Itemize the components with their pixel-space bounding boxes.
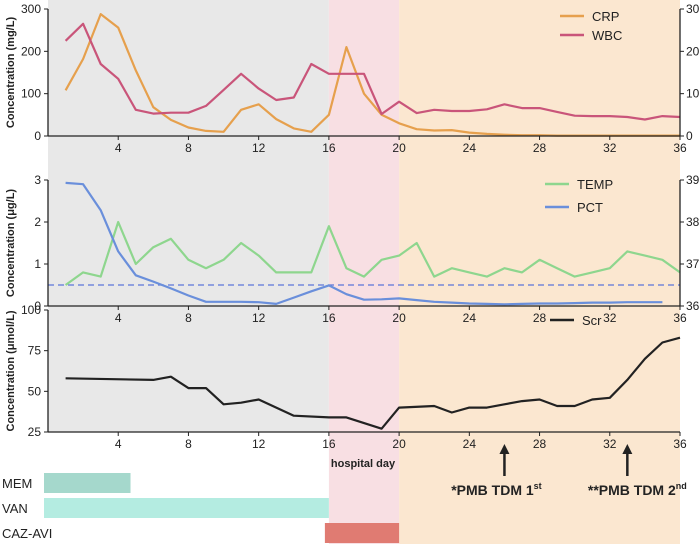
y-tick-label: 3 — [34, 173, 41, 187]
legend-label-wbc: WBC — [592, 28, 622, 43]
x-tick-label: 16 — [322, 437, 336, 451]
y-axis-title: Concentration (mg/L) — [5, 17, 17, 129]
y-tick-label: 1 — [34, 257, 41, 271]
legend-label-crp: CRP — [592, 9, 619, 24]
drug-bar-caz-avi — [324, 523, 400, 543]
y-tick-label: 300 — [21, 2, 41, 16]
drug-bar-mem — [44, 473, 131, 493]
x-tick-label: 28 — [533, 141, 547, 155]
x-tick-label: 16 — [322, 141, 336, 155]
series-line-pct — [65, 181, 663, 306]
y-tick-label: 0 — [34, 299, 41, 313]
x-tick-label: 32 — [603, 437, 617, 451]
x-tick-label: 20 — [392, 311, 406, 325]
annotation-superscript: nd — [676, 481, 687, 491]
x-axis-label: hospital day — [331, 458, 396, 470]
x-tick-label: 32 — [603, 311, 617, 325]
x-tick-label: 28 — [533, 311, 547, 325]
x-tick-label: 36 — [673, 311, 687, 325]
x-tick-label: 8 — [185, 437, 192, 451]
x-tick-label: 36 — [673, 437, 687, 451]
y-axis-title: Concentration (μmol/L) — [5, 310, 17, 431]
x-tick-label: 20 — [392, 437, 406, 451]
y-tick-label: 0 — [34, 129, 41, 143]
x-tick-label: 24 — [463, 311, 477, 325]
annotation-arrow-head — [622, 444, 633, 454]
annotation-label: *PMB TDM 1st — [451, 481, 541, 498]
y2-tick-label: 38 — [686, 215, 700, 229]
tdm-annotations: *PMB TDM 1st **PMB TDM 2nd — [451, 444, 687, 498]
x-tick-label: 8 — [185, 311, 192, 325]
x-tick-label: 32 — [603, 141, 617, 155]
series-line-scr — [65, 336, 681, 430]
x-tick-label: 20 — [392, 141, 406, 155]
annotation-main-text: **PMB TDM 2 — [588, 482, 676, 498]
y-axis-title: Concentration (μg/L) — [5, 189, 17, 298]
legend-label-pct: PCT — [577, 200, 603, 215]
annotation-label: **PMB TDM 2nd — [588, 481, 687, 498]
annotation-superscript: st — [534, 481, 542, 491]
y2-tick-label: 10 — [686, 87, 700, 101]
y2-tick-label: 37 — [686, 257, 700, 271]
y2-tick-label: 30 — [686, 2, 700, 16]
drug-bar-van — [44, 498, 329, 518]
y-tick-label: 100 — [21, 87, 41, 101]
y-tick-label: 2 — [34, 215, 41, 229]
x-tick-label: 4 — [115, 437, 122, 451]
x-tick-label: 12 — [252, 141, 266, 155]
drug-label-van: VAN — [2, 501, 28, 516]
x-tick-label: 4 — [115, 311, 122, 325]
y2-tick-label: 20 — [686, 44, 700, 58]
x-tick-label: 28 — [533, 437, 547, 451]
x-tick-label: 8 — [185, 141, 192, 155]
x-tick-label: 24 — [463, 437, 477, 451]
series-line-wbc — [64, 22, 681, 121]
y-tick-label: 100 — [21, 303, 41, 317]
drug-label-mem: MEM — [2, 476, 32, 491]
legend-label-scr: Scr — [582, 313, 602, 328]
annotation-arrow-head — [499, 444, 510, 454]
x-tick-label: 24 — [463, 141, 477, 155]
x-tick-label: 16 — [322, 311, 336, 325]
x-tick-label: 4 — [115, 141, 122, 155]
y2-tick-label: 39 — [686, 173, 700, 187]
drug-label-caz-avi: CAZ-AVI — [2, 526, 52, 541]
x-tick-label: 36 — [673, 141, 687, 155]
x-tick-label: 12 — [252, 437, 266, 451]
legends: CRP WBC TEMP PCT Scr — [545, 9, 622, 328]
annotation-main-text: *PMB TDM 1 — [451, 482, 534, 498]
y2-tick-label: 0 — [686, 129, 693, 143]
x-tick-label: 12 — [252, 311, 266, 325]
y-tick-label: 25 — [28, 425, 42, 439]
series-line-temp — [64, 220, 681, 286]
drug-timeline: MEM VAN CAZ-AVI — [2, 473, 400, 543]
y-tick-label: 200 — [21, 44, 41, 58]
legend-label-temp: TEMP — [577, 177, 613, 192]
y-tick-label: 75 — [28, 344, 42, 358]
phase-band-3 — [399, 0, 680, 544]
y-tick-label: 50 — [28, 384, 42, 398]
y2-tick-label: 36 — [686, 299, 700, 313]
